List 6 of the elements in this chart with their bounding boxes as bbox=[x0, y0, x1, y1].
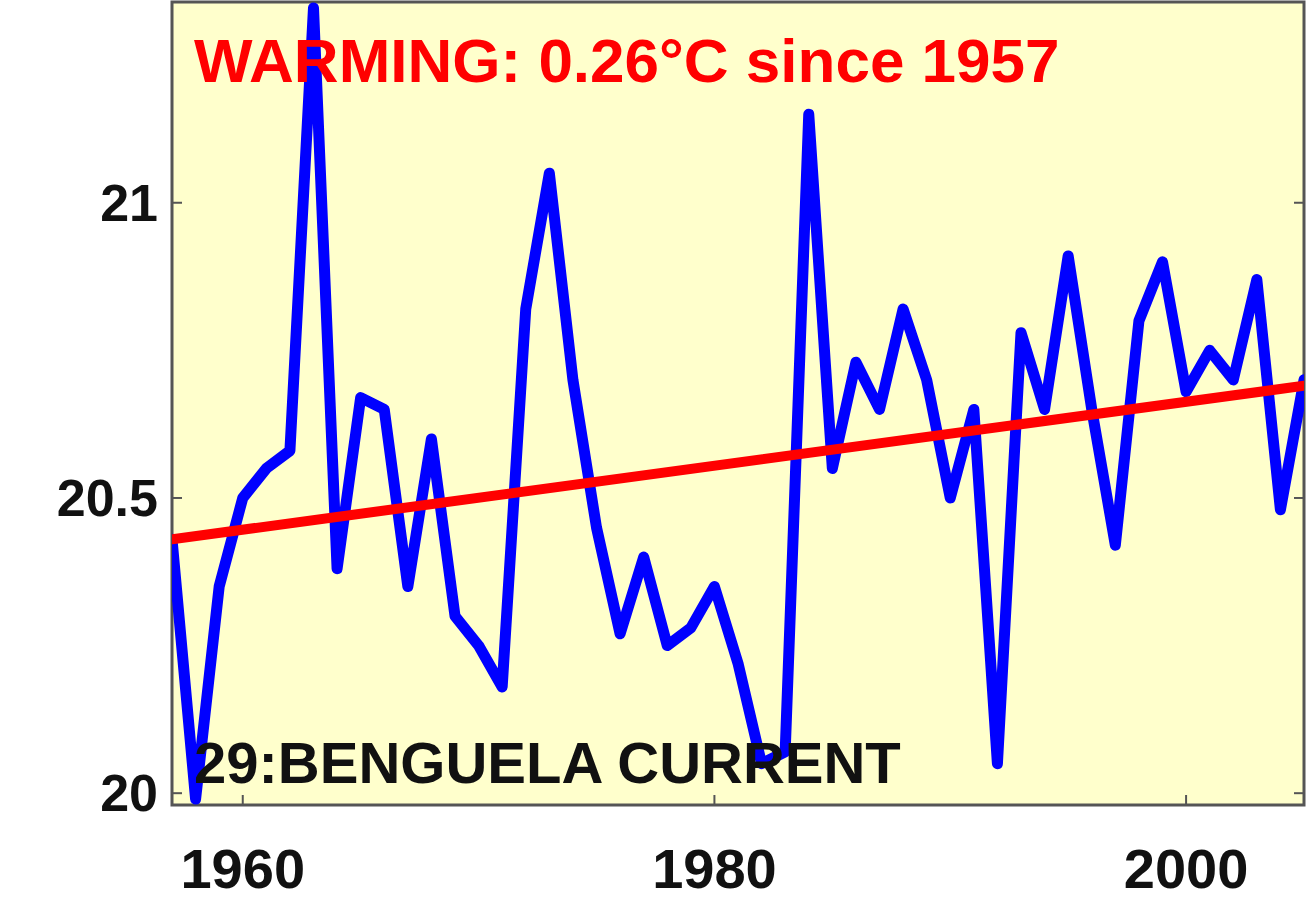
y-tick-label: 20.5 bbox=[56, 469, 158, 528]
x-tick-label: 2000 bbox=[1123, 837, 1249, 900]
y-tick-label: 20 bbox=[100, 764, 158, 823]
x-tick-label: 1960 bbox=[180, 837, 306, 900]
x-tick-label: 1980 bbox=[652, 837, 777, 900]
y-tick-label: 21 bbox=[100, 173, 158, 232]
